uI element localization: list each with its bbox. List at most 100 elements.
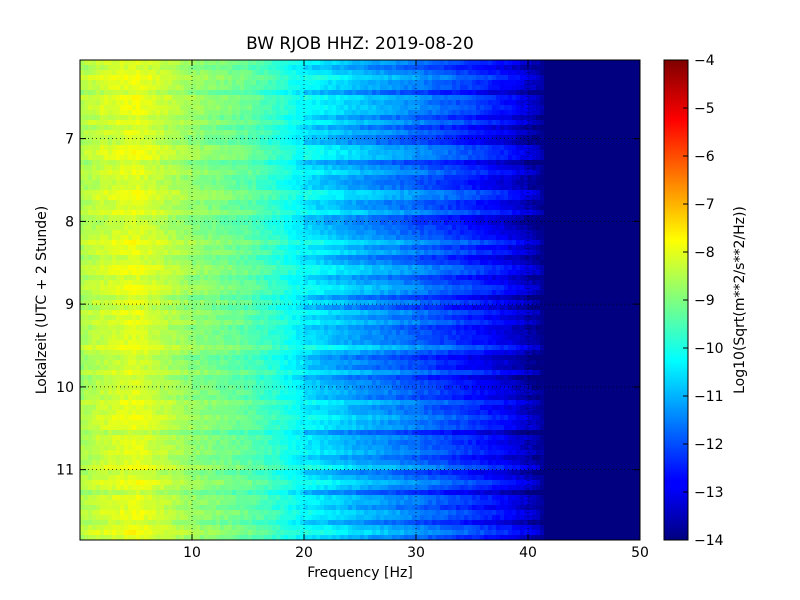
heatmap-cell [112,305,117,311]
heatmap-cell [248,140,253,146]
heatmap-cell [164,230,169,236]
heatmap-cell [156,490,161,496]
heatmap-cell [156,485,161,491]
heatmap-cell [184,200,189,206]
heatmap-cell [168,285,173,291]
heatmap-cell [224,350,229,356]
heatmap-cell [180,310,185,316]
heatmap-cell [224,475,229,481]
heatmap-cell [96,490,101,496]
heatmap-cell [192,165,197,171]
heatmap-cell [240,395,245,401]
heatmap-cell [164,355,169,361]
heatmap-cell [252,210,257,216]
heatmap-cell [252,300,257,306]
heatmap-cell [88,110,93,116]
heatmap-cell [84,500,89,506]
heatmap-cell [236,105,241,111]
heatmap-cell [80,245,85,251]
heatmap-cell [244,530,249,536]
heatmap-cell [196,465,201,471]
heatmap-cell [180,165,185,171]
heatmap-cell [160,335,165,341]
heatmap-cell [272,470,277,476]
heatmap-cell [160,315,165,321]
heatmap-cell [144,285,149,291]
heatmap-cell [80,130,85,136]
heatmap-cell [220,310,225,316]
heatmap-cell [112,230,117,236]
heatmap-cell [180,260,185,266]
heatmap-cell [124,470,129,476]
heatmap-cell [168,515,173,521]
heatmap-cell [284,430,289,436]
heatmap-cell [80,395,85,401]
heatmap-cell [204,110,209,116]
heatmap-cell [104,425,109,431]
heatmap-cell [224,500,229,506]
heatmap-cell [116,410,121,416]
heatmap-cell [168,75,173,81]
heatmap-cell [224,300,229,306]
heatmap-cell [224,390,229,396]
heatmap-cell [92,190,97,196]
heatmap-cell [108,220,113,226]
heatmap-cell [128,320,133,326]
heatmap-cell [132,220,137,226]
heatmap-cell [244,370,249,376]
heatmap-cell [208,65,213,71]
heatmap-cell [156,225,161,231]
heatmap-cell [124,520,129,526]
heatmap-cell [276,225,281,231]
heatmap-cell [136,75,141,81]
heatmap-cell [196,495,201,501]
heatmap-cell [224,355,229,361]
heatmap-cell [272,465,277,471]
heatmap-cell [96,180,101,186]
heatmap-cell [240,250,245,256]
heatmap-cell [260,170,265,176]
heatmap-cell [244,280,249,286]
heatmap-cell [200,525,205,531]
heatmap-cell [232,120,237,126]
heatmap-cell [216,290,221,296]
heatmap-cell [156,535,161,540]
heatmap-cell [256,105,261,111]
heatmap-cell [220,160,225,166]
heatmap-cell [216,455,221,461]
heatmap-cell [248,280,253,286]
heatmap-cell [228,420,233,426]
heatmap-cell [140,465,145,471]
heatmap-cell [168,315,173,321]
heatmap-cell [148,480,153,486]
heatmap-cell [156,385,161,391]
heatmap-cell [276,405,281,411]
heatmap-cell [180,275,185,281]
heatmap-cell [164,190,169,196]
heatmap-cell [200,85,205,91]
heatmap-cell [176,435,181,441]
heatmap-cell [96,125,101,131]
heatmap-cell [144,490,149,496]
heatmap-cell [84,325,89,331]
heatmap-cell [100,65,105,71]
heatmap-cell [264,285,269,291]
heatmap-cell [92,150,97,156]
heatmap-cell [220,320,225,326]
heatmap-cell [80,215,85,221]
heatmap-cell [240,130,245,136]
heatmap-cell [280,435,285,441]
heatmap-cell [144,185,149,191]
heatmap-cell [116,110,121,116]
heatmap-cell [224,345,229,351]
heatmap-cell [272,235,277,241]
heatmap-cell [248,225,253,231]
heatmap-cell [104,400,109,406]
heatmap-cell [164,500,169,506]
heatmap-cell [168,100,173,106]
heatmap-cell [232,255,237,261]
heatmap-cell [228,100,233,106]
heatmap-cell [84,390,89,396]
heatmap-cell [200,500,205,506]
heatmap-cell [148,440,153,446]
